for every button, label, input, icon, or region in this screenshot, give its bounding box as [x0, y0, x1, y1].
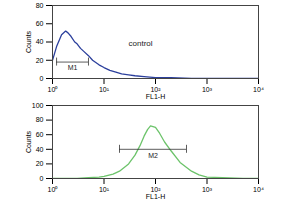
svg-text:Counts: Counts [25, 130, 32, 153]
svg-text:10¹: 10¹ [99, 86, 110, 93]
svg-text:10²: 10² [150, 86, 161, 94]
svg-text:40: 40 [36, 146, 44, 153]
svg-text:10³: 10³ [202, 186, 213, 193]
svg-text:10³: 10³ [202, 86, 213, 93]
svg-text:Counts: Counts [25, 30, 32, 53]
svg-text:control: control [129, 39, 153, 48]
svg-text:10⁰: 10⁰ [48, 86, 59, 93]
svg-text:10⁴: 10⁴ [253, 186, 264, 193]
svg-text:FL1-H: FL1-H [146, 93, 165, 100]
svg-text:10¹: 10¹ [99, 186, 110, 193]
svg-text:0: 0 [40, 75, 44, 82]
svg-text:80: 80 [36, 116, 44, 123]
svg-text:10²: 10² [150, 186, 161, 194]
svg-text:60: 60 [36, 131, 44, 138]
svg-text:0: 0 [40, 175, 44, 182]
svg-text:20: 20 [36, 160, 44, 167]
svg-text:60: 60 [36, 20, 44, 27]
svg-text:100: 100 [32, 102, 44, 109]
svg-text:M1: M1 [68, 64, 78, 71]
svg-text:10⁴: 10⁴ [253, 86, 264, 93]
svg-text:80: 80 [36, 2, 44, 9]
svg-text:20: 20 [36, 56, 44, 63]
svg-text:40: 40 [36, 38, 44, 45]
svg-text:10⁰: 10⁰ [48, 186, 59, 193]
svg-text:FL1-H: FL1-H [146, 193, 165, 200]
svg-text:M2: M2 [148, 152, 158, 159]
